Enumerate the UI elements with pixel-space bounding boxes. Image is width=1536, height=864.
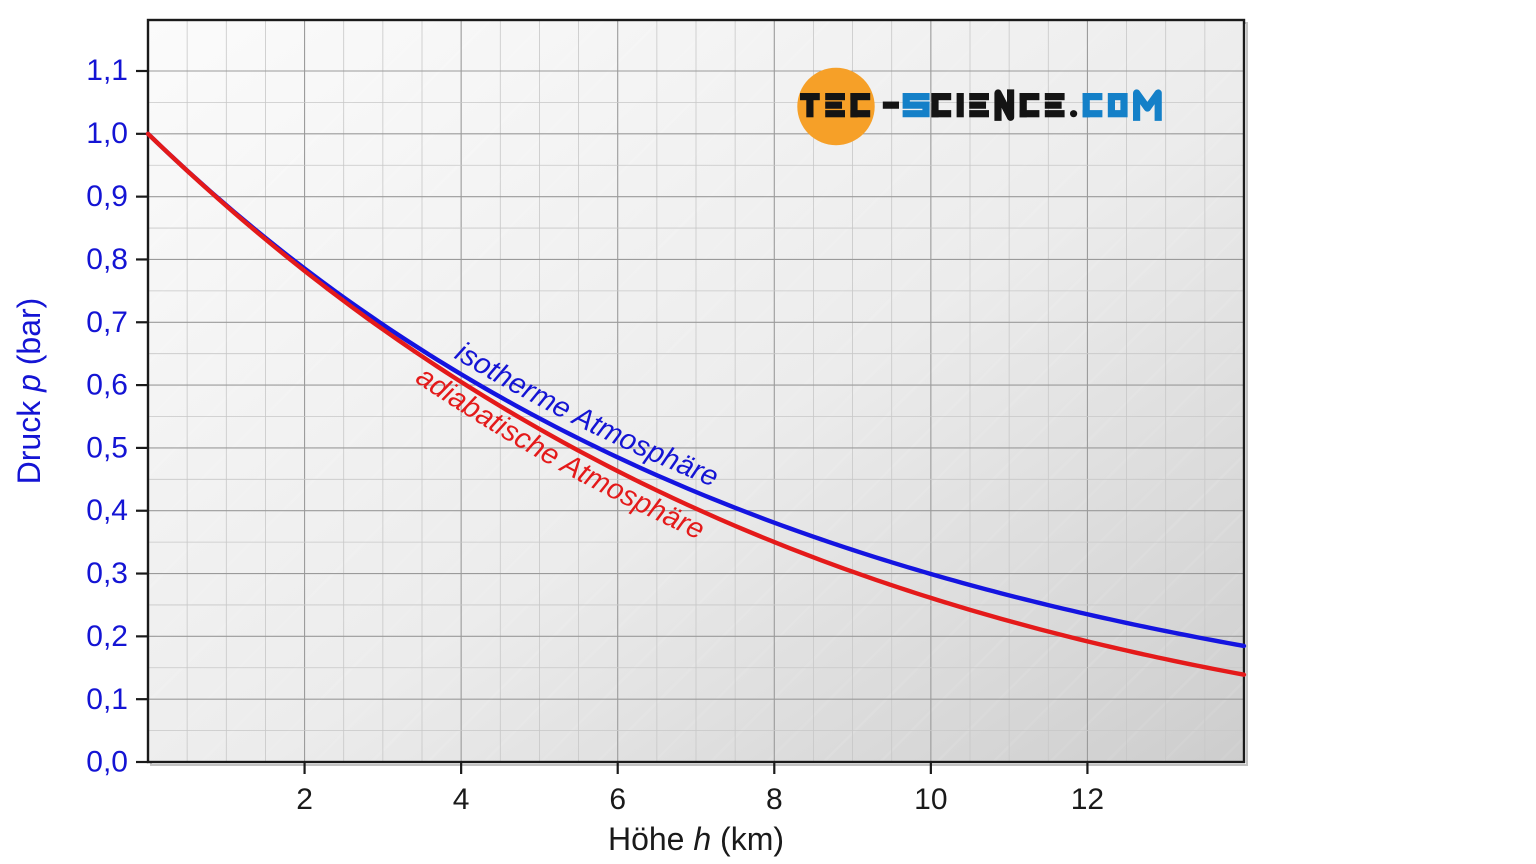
svg-text:0,0: 0,0 xyxy=(86,746,128,779)
svg-text:2: 2 xyxy=(296,783,313,816)
svg-text:0,3: 0,3 xyxy=(86,557,128,590)
svg-text:0,8: 0,8 xyxy=(86,243,128,276)
svg-text:1,1: 1,1 xyxy=(86,54,128,87)
svg-text:8: 8 xyxy=(766,783,783,816)
svg-text:0,5: 0,5 xyxy=(86,432,128,465)
svg-text:0,9: 0,9 xyxy=(86,180,128,213)
svg-text:6: 6 xyxy=(609,783,626,816)
svg-text:Höhe h (km): Höhe h (km) xyxy=(608,821,784,857)
svg-text:0,6: 0,6 xyxy=(86,369,128,402)
svg-text:12: 12 xyxy=(1071,783,1104,816)
svg-text:0,4: 0,4 xyxy=(86,494,128,527)
svg-text:0,1: 0,1 xyxy=(86,683,128,716)
svg-text:4: 4 xyxy=(453,783,470,816)
svg-text:0,7: 0,7 xyxy=(86,306,128,339)
svg-text:Druck p (bar): Druck p (bar) xyxy=(11,298,47,485)
svg-text:10: 10 xyxy=(914,783,947,816)
svg-text:1,0: 1,0 xyxy=(86,117,128,150)
svg-text:0,2: 0,2 xyxy=(86,620,128,653)
